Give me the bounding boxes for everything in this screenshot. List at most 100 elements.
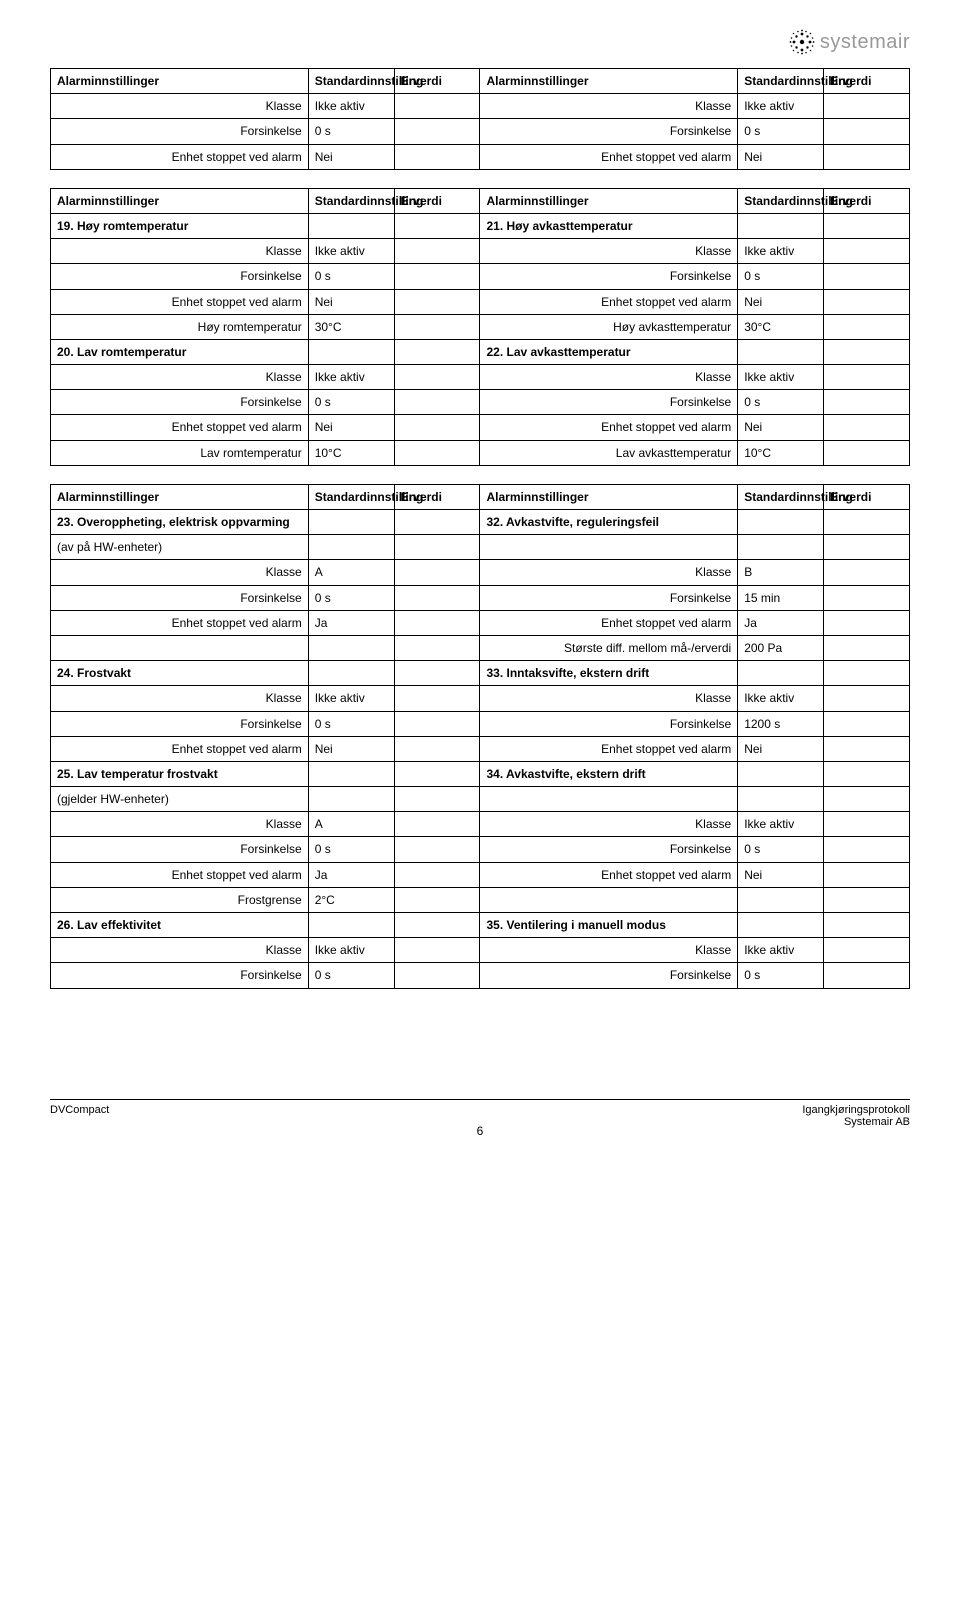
- cell-value: A: [308, 560, 394, 585]
- col-header: Erverdi: [824, 188, 910, 213]
- cell-erverdi: [394, 94, 480, 119]
- table-row: Enhet stoppet ved alarm Nei Enhet stoppe…: [51, 415, 910, 440]
- cell-empty: [824, 213, 910, 238]
- cell-value: Ja: [738, 610, 824, 635]
- cell-erverdi: [394, 938, 480, 963]
- cell-empty: [394, 787, 480, 812]
- cell-label: Klasse: [51, 812, 309, 837]
- cell-label: Klasse: [51, 94, 309, 119]
- cell-erverdi: [824, 862, 910, 887]
- cell-erverdi: [394, 314, 480, 339]
- cell-empty: [394, 661, 480, 686]
- section-title: 21. Høy avkasttemperatur: [480, 213, 738, 238]
- cell-value: Nei: [308, 736, 394, 761]
- cell-label: Forsinkelse: [480, 264, 738, 289]
- cell-value: 10°C: [308, 440, 394, 465]
- cell-erverdi: [394, 365, 480, 390]
- section-title: 19. Høy romtemperatur: [51, 213, 309, 238]
- cell-value: Nei: [308, 415, 394, 440]
- cell-empty: [738, 661, 824, 686]
- brand-header: systemair: [50, 28, 910, 56]
- table-row: Forsinkelse 0 s Forsinkelse 0 s: [51, 119, 910, 144]
- cell-erverdi: [824, 837, 910, 862]
- cell-erverdi: [394, 887, 480, 912]
- cell-empty: [738, 535, 824, 560]
- cell-label: Forsinkelse: [51, 119, 309, 144]
- table-row: Forsinkelse 0 s Forsinkelse 0 s: [51, 837, 910, 862]
- table-row: Enhet stoppet ved alarm Nei Enhet stoppe…: [51, 736, 910, 761]
- cell-empty: [308, 635, 394, 660]
- cell-empty: [738, 761, 824, 786]
- cell-empty: [738, 510, 824, 535]
- col-header: Erverdi: [824, 69, 910, 94]
- section-title: 32. Avkastvifte, reguleringsfeil: [480, 510, 738, 535]
- col-header: Erverdi: [824, 484, 910, 509]
- cell-value: 10°C: [738, 440, 824, 465]
- cell-label: Forsinkelse: [480, 711, 738, 736]
- cell-label: Klasse: [51, 686, 309, 711]
- cell-label: Forsinkelse: [51, 585, 309, 610]
- cell-value: 0 s: [738, 264, 824, 289]
- cell-value: 30°C: [738, 314, 824, 339]
- cell-empty: [824, 510, 910, 535]
- cell-label: Forsinkelse: [480, 585, 738, 610]
- cell-empty: [824, 761, 910, 786]
- cell-value: 0 s: [738, 390, 824, 415]
- cell-label: Enhet stoppet ved alarm: [480, 862, 738, 887]
- cell-empty: [308, 339, 394, 364]
- page-number: 6: [477, 1124, 484, 1138]
- cell-empty: [824, 913, 910, 938]
- cell-label: Lav romtemperatur: [51, 440, 309, 465]
- cell-label: Høy avkasttemperatur: [480, 314, 738, 339]
- cell-label: Forsinkelse: [51, 390, 309, 415]
- cell-erverdi: [824, 711, 910, 736]
- page-footer: DVCompact Igangkjøringsprotokoll Systema…: [50, 1099, 910, 1128]
- cell-label: Forsinkelse: [51, 711, 309, 736]
- cell-value: 0 s: [308, 837, 394, 862]
- cell-label: Største diff. mellom må-/erverdi: [480, 635, 738, 660]
- table-row: Forsinkelse 0 s Forsinkelse 0 s: [51, 390, 910, 415]
- section-note: (av på HW-enheter): [51, 535, 309, 560]
- footer-right-bottom: Systemair AB: [802, 1116, 910, 1128]
- section-title: 23. Overoppheting, elektrisk oppvarming: [51, 510, 309, 535]
- cell-erverdi: [394, 390, 480, 415]
- cell-empty: [394, 339, 480, 364]
- cell-empty: [394, 510, 480, 535]
- cell-empty: [480, 535, 738, 560]
- section-note: (gjelder HW-enheter): [51, 787, 309, 812]
- cell-empty: [308, 761, 394, 786]
- cell-value: Ikke aktiv: [308, 365, 394, 390]
- cell-label: Forsinkelse: [51, 837, 309, 862]
- cell-erverdi: [824, 415, 910, 440]
- cell-label: Forsinkelse: [480, 390, 738, 415]
- table-row: Klasse A Klasse B: [51, 560, 910, 585]
- cell-value: Ikke aktiv: [308, 94, 394, 119]
- cell-erverdi: [824, 365, 910, 390]
- table-row: Klasse Ikke aktiv Klasse Ikke aktiv: [51, 365, 910, 390]
- cell-value: Nei: [738, 415, 824, 440]
- cell-empty: [738, 913, 824, 938]
- alarm-table-1: Alarminnstillinger Standardinnstilling E…: [50, 68, 910, 170]
- col-header: Standardinnstilling: [738, 484, 824, 509]
- cell-value: 0 s: [308, 390, 394, 415]
- cell-label: Enhet stoppet ved alarm: [51, 144, 309, 169]
- cell-value: A: [308, 812, 394, 837]
- cell-erverdi: [394, 610, 480, 635]
- cell-label: Enhet stoppet ved alarm: [51, 415, 309, 440]
- col-header: Alarminnstillinger: [480, 69, 738, 94]
- cell-empty: [394, 635, 480, 660]
- cell-label: Klasse: [480, 938, 738, 963]
- cell-empty: [51, 635, 309, 660]
- cell-value: 0 s: [308, 119, 394, 144]
- cell-empty: [394, 213, 480, 238]
- cell-empty: [308, 213, 394, 238]
- cell-label: Forsinkelse: [480, 119, 738, 144]
- cell-value: Nei: [738, 289, 824, 314]
- cell-empty: [738, 213, 824, 238]
- cell-empty: [738, 787, 824, 812]
- table-row: (gjelder HW-enheter): [51, 787, 910, 812]
- cell-empty: [824, 661, 910, 686]
- table-row: Klasse A Klasse Ikke aktiv: [51, 812, 910, 837]
- table-row: 23. Overoppheting, elektrisk oppvarming …: [51, 510, 910, 535]
- cell-value: Ikke aktiv: [738, 94, 824, 119]
